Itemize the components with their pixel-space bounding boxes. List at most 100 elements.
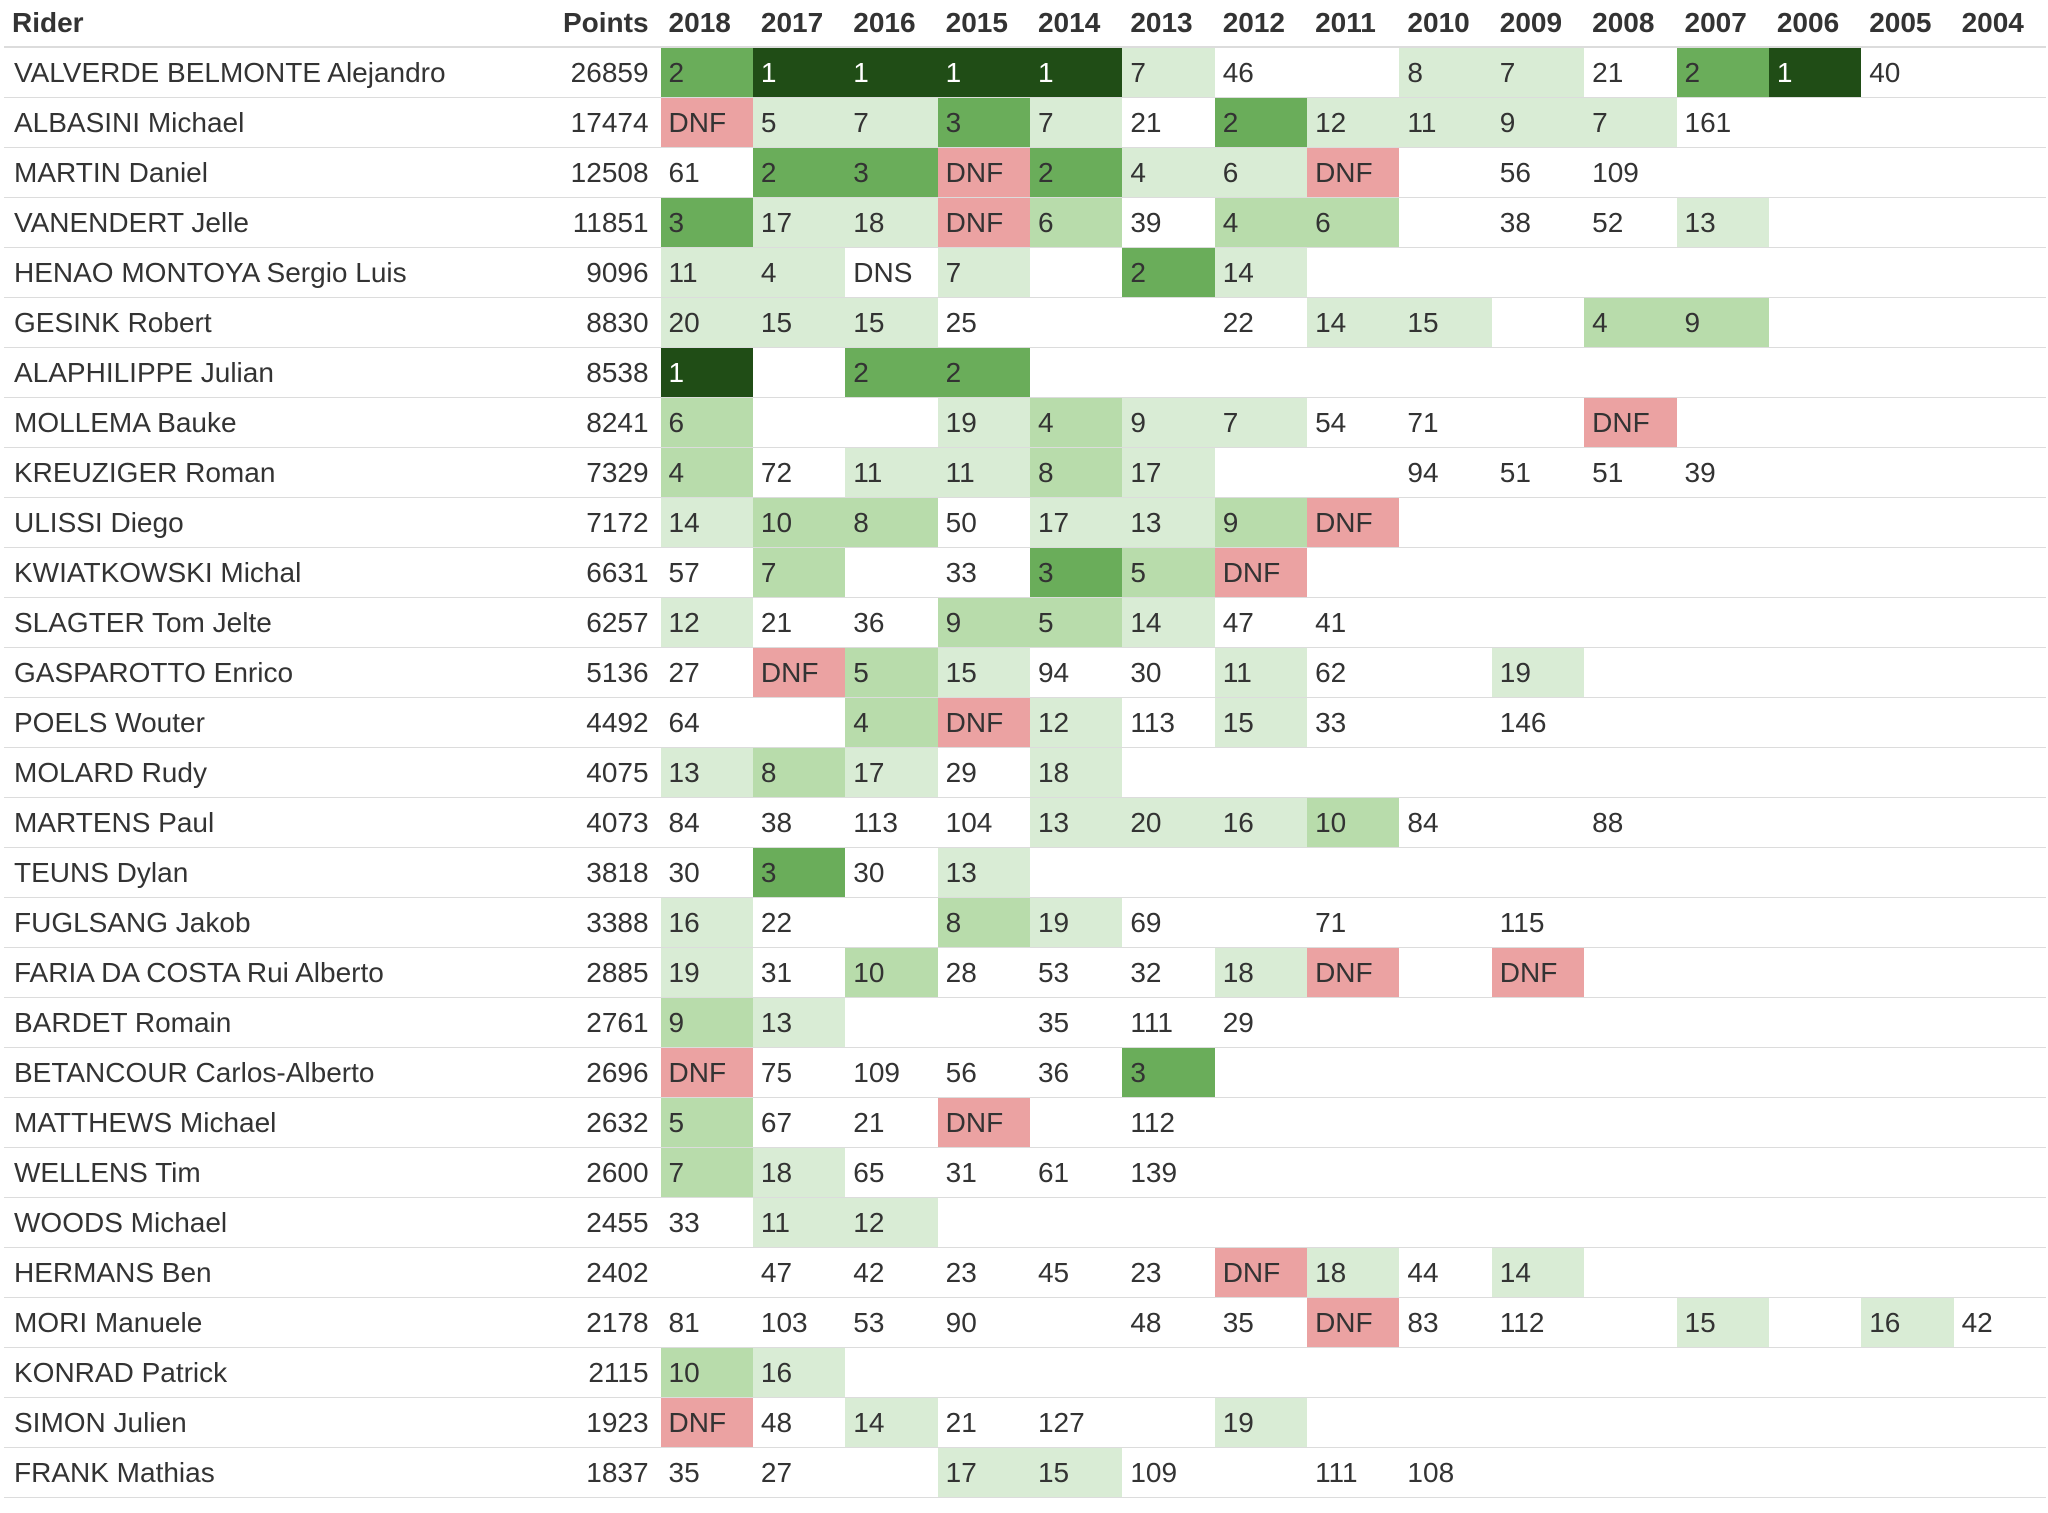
rider-name[interactable]: TEUNS Dylan xyxy=(4,847,539,898)
result-cell xyxy=(1399,1197,1492,1248)
year-column-header[interactable]: 2008 xyxy=(1584,0,1677,48)
result-cell xyxy=(1399,197,1492,248)
rider-name[interactable]: VALVERDE BELMONTE Alejandro xyxy=(4,47,539,98)
result-cell xyxy=(1399,1347,1492,1398)
table-row: GASPAROTTO Enrico 5136 27 DNF 5 15 94 30 11 62 19 xyxy=(4,647,2046,698)
year-column-header[interactable]: 2012 xyxy=(1214,0,1308,48)
result-cell: 7 xyxy=(1491,47,1585,98)
result-cell xyxy=(1953,1097,2046,1148)
rider-name[interactable]: MARTIN Daniel xyxy=(4,147,539,198)
year-column-header[interactable]: 2018 xyxy=(660,0,753,48)
year-column-header[interactable]: 2014 xyxy=(1029,0,1123,48)
result-cell: 6 xyxy=(1214,147,1308,198)
result-cell xyxy=(1584,997,1677,1048)
result-cell xyxy=(1861,697,1954,748)
table-row: MARTENS Paul 4073 84 38 113 104 13 20 16 10 84 88 xyxy=(4,797,2046,848)
rider-name[interactable]: GASPAROTTO Enrico xyxy=(4,647,539,698)
result-cell: 30 xyxy=(1122,647,1215,698)
year-column-header[interactable]: 2015 xyxy=(937,0,1030,48)
result-cell xyxy=(1399,647,1492,698)
result-cell: 51 xyxy=(1491,447,1585,498)
year-column-header[interactable]: 2017 xyxy=(752,0,846,48)
result-cell xyxy=(1768,247,1862,298)
rider-name[interactable]: GESINK Robert xyxy=(4,297,539,348)
result-cell xyxy=(1676,347,1769,398)
rider-column-header[interactable]: Rider xyxy=(4,0,539,48)
result-cell: 8 xyxy=(752,747,846,798)
rider-name[interactable]: MATTHEWS Michael xyxy=(4,1097,539,1148)
result-cell xyxy=(937,1347,1030,1398)
result-cell xyxy=(1861,1247,1954,1298)
rider-name[interactable]: HERMANS Ben xyxy=(4,1247,539,1298)
result-cell: 12 xyxy=(1029,697,1123,748)
result-cell: 33 xyxy=(660,1197,753,1248)
result-cell: 3 xyxy=(752,847,846,898)
year-column-header[interactable]: 2005 xyxy=(1861,0,1954,48)
rider-name[interactable]: WELLENS Tim xyxy=(4,1147,539,1198)
rider-name[interactable]: FUGLSANG Jakob xyxy=(4,897,539,948)
result-cell xyxy=(1676,1097,1769,1148)
result-cell xyxy=(1953,497,2046,548)
points-value: 2696 xyxy=(538,1047,661,1098)
result-cell: 103 xyxy=(752,1297,846,1348)
result-cell: DNF xyxy=(752,647,846,698)
rider-name[interactable]: FRANK Mathias xyxy=(4,1447,539,1498)
rider-name[interactable]: BARDET Romain xyxy=(4,997,539,1048)
rider-name[interactable]: ULISSI Diego xyxy=(4,497,539,548)
result-cell: 8 xyxy=(937,897,1030,948)
result-cell: 54 xyxy=(1307,397,1400,448)
rider-name[interactable]: KONRAD Patrick xyxy=(4,1347,539,1398)
result-cell xyxy=(1307,1047,1400,1098)
result-cell xyxy=(1861,597,1954,648)
result-cell xyxy=(1584,597,1677,648)
rider-name[interactable]: WOODS Michael xyxy=(4,1197,539,1248)
points-value: 4073 xyxy=(538,797,661,848)
rider-name[interactable]: SLAGTER Tom Jelte xyxy=(4,597,539,648)
year-column-header[interactable]: 2010 xyxy=(1399,0,1492,48)
rider-name[interactable]: HENAO MONTOYA Sergio Luis xyxy=(4,247,539,298)
table-row: FARIA DA COSTA Rui Alberto 2885 19 31 10 28 53… xyxy=(4,947,2046,998)
result-cell xyxy=(845,897,938,948)
rider-name[interactable]: KWIATKOWSKI Michal xyxy=(4,547,539,598)
rider-name[interactable]: POELS Wouter xyxy=(4,697,539,748)
rider-name[interactable]: FARIA DA COSTA Rui Alberto xyxy=(4,947,539,998)
result-cell: DNF xyxy=(1307,147,1400,198)
rider-name[interactable]: ALAPHILIPPE Julian xyxy=(4,347,539,398)
year-column-header[interactable]: 2016 xyxy=(845,0,938,48)
result-cell xyxy=(845,397,938,448)
result-cell: 18 xyxy=(845,197,938,248)
rider-name[interactable]: SIMON Julien xyxy=(4,1397,539,1448)
rider-name[interactable]: MORI Manuele xyxy=(4,1297,539,1348)
rider-name[interactable]: BETANCOUR Carlos-Alberto xyxy=(4,1047,539,1098)
result-cell xyxy=(1768,1247,1862,1298)
rider-name[interactable]: MARTENS Paul xyxy=(4,797,539,848)
result-cell xyxy=(1953,597,2046,648)
result-cell: DNS xyxy=(845,247,938,298)
table-row: MATTHEWS Michael 2632 5 67 21 DNF 112 xyxy=(4,1097,2046,1148)
result-cell: 5 xyxy=(845,647,938,698)
result-cell: 109 xyxy=(845,1047,938,1098)
year-column-header[interactable]: 2004 xyxy=(1953,0,2046,48)
points-column-header[interactable]: Points xyxy=(538,0,661,48)
year-column-header[interactable]: 2013 xyxy=(1122,0,1215,48)
result-cell: 62 xyxy=(1307,647,1400,698)
result-cell xyxy=(1861,1047,1954,1098)
result-cell: 19 xyxy=(1214,1397,1308,1448)
year-column-header[interactable]: 2006 xyxy=(1768,0,1862,48)
rider-name[interactable]: VANENDERT Jelle xyxy=(4,197,539,248)
points-value: 8538 xyxy=(538,347,661,398)
rider-name[interactable]: KREUZIGER Roman xyxy=(4,447,539,498)
rider-name[interactable]: MOLARD Rudy xyxy=(4,747,539,798)
year-column-header[interactable]: 2011 xyxy=(1307,0,1400,48)
result-cell xyxy=(1491,297,1585,348)
rider-name[interactable]: MOLLEMA Bauke xyxy=(4,397,539,448)
rider-name[interactable]: ALBASINI Michael xyxy=(4,97,539,148)
year-column-header[interactable]: 2007 xyxy=(1676,0,1769,48)
result-cell: 113 xyxy=(1122,697,1215,748)
result-cell: 27 xyxy=(752,1447,846,1498)
result-cell xyxy=(1768,1397,1862,1448)
result-cell xyxy=(1676,847,1769,898)
year-column-header[interactable]: 2009 xyxy=(1491,0,1585,48)
result-cell: 1 xyxy=(1768,47,1862,98)
result-cell: 19 xyxy=(660,947,753,998)
